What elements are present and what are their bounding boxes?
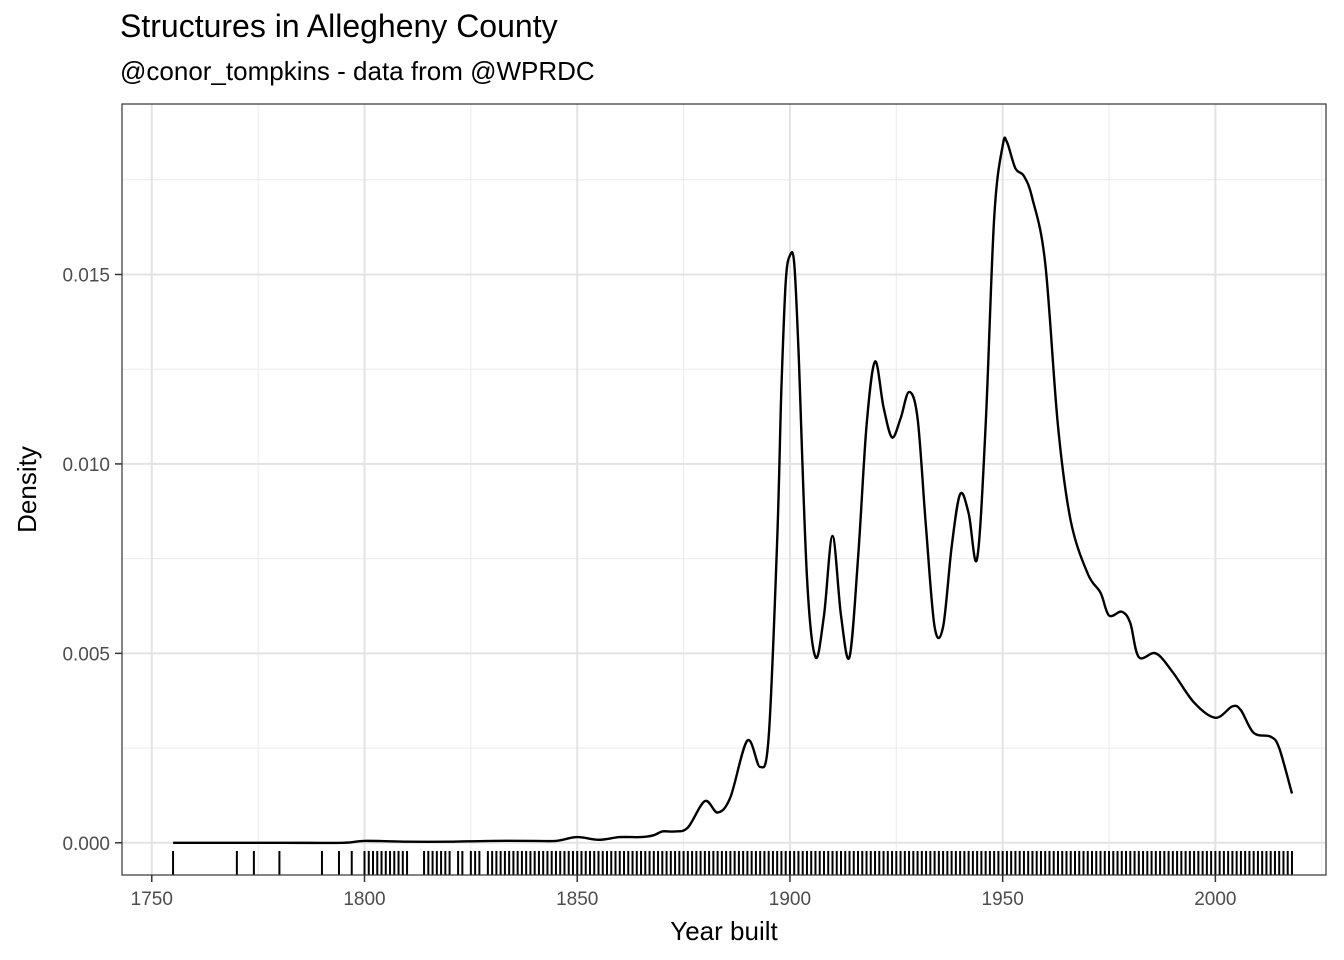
y-tick-label: 0.005 — [62, 644, 110, 665]
x-tick-label: 1750 — [131, 889, 173, 910]
x-tick-label: 1900 — [769, 889, 811, 910]
density-line — [173, 136, 1294, 845]
panel-border — [121, 103, 1327, 876]
y-tick-label: 0.000 — [62, 834, 110, 855]
x-tick-label: 2000 — [1194, 889, 1236, 910]
x-tick-label: 1950 — [982, 889, 1024, 910]
y-tick-label: 0.010 — [62, 455, 110, 476]
x-tick-label: 1850 — [556, 889, 598, 910]
density-line-group — [173, 136, 1294, 845]
x-axis-title: Year built — [670, 916, 778, 946]
chart-title: Structures in Allegheny County — [120, 8, 558, 44]
y-tick-label: 0.015 — [62, 265, 110, 286]
rug-marks — [172, 851, 1293, 875]
x-tick-label: 1800 — [343, 889, 385, 910]
grid-lines — [122, 104, 1326, 875]
chart-subtitle: @conor_tompkins - data from @WPRDC — [120, 56, 595, 86]
y-axis-title: Density — [12, 446, 42, 533]
axis-ticks: 1750 1800 1850 1900 1950 2000 0.000 0.005 0.010 0… — [62, 265, 1236, 910]
